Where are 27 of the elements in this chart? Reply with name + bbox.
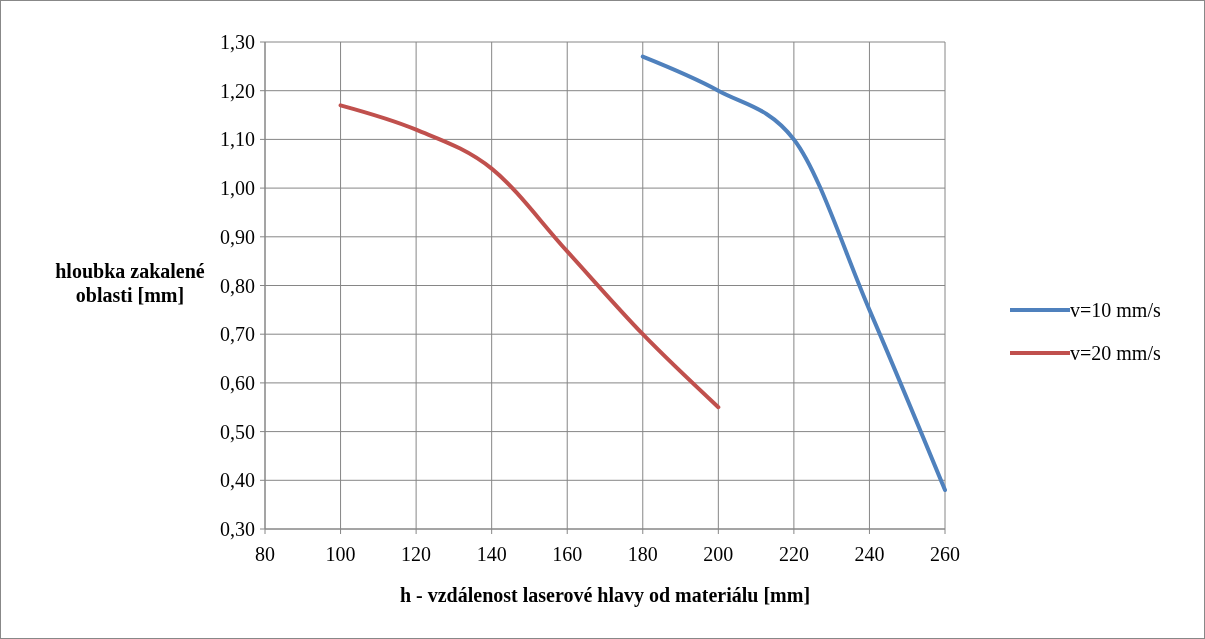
- x-tick-label: 200: [703, 543, 734, 565]
- y-tick-label: 1,20: [220, 79, 255, 102]
- x-tick-label: 220: [778, 543, 809, 565]
- y-tick-label: 0,90: [220, 225, 255, 248]
- y-tick-label: 0,40: [220, 469, 255, 492]
- legend-label: v=10 mm/s: [1070, 299, 1161, 321]
- line-series: [338, 103, 721, 410]
- x-axis-title: h - vzdálenost laserové hlavy od materiálu [mm]: [399, 584, 811, 607]
- x-tick-label: 180: [627, 543, 658, 565]
- legend-label: v=20 mm/s: [1070, 342, 1161, 364]
- x-tick-label: 240: [854, 543, 885, 565]
- y-axis-title: hloubka zakalené oblasti [mm]: [55, 260, 205, 306]
- y-tick-label: 0,50: [220, 420, 255, 443]
- x-tick-label: 140: [476, 543, 507, 565]
- y-tick-label: 0,80: [220, 274, 255, 297]
- y-tick-label: 1,10: [220, 128, 255, 151]
- x-tick-label: 160: [552, 543, 583, 565]
- y-tick-label: 0,60: [220, 371, 255, 394]
- x-tick-label: 260: [930, 543, 960, 565]
- y-tick-label: 1,30: [220, 31, 255, 53]
- x-tick-label: 120: [401, 543, 432, 565]
- line-series: [640, 54, 947, 493]
- y-tick-label: 0,30: [220, 518, 255, 540]
- y-tick-label: 0,70: [220, 323, 255, 346]
- x-tick-label: 100: [325, 543, 356, 565]
- y-tick-label: 1,00: [220, 177, 255, 200]
- x-tick-label: 80: [255, 543, 275, 565]
